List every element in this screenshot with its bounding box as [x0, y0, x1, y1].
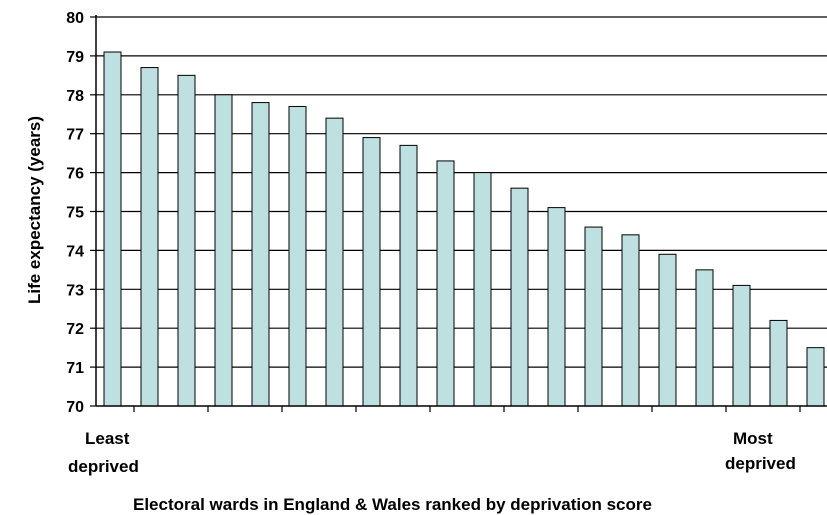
bar — [584, 226, 603, 407]
axes-group — [90, 15, 827, 412]
bar — [695, 269, 714, 407]
x-end-label-least-line2: deprived — [68, 457, 139, 476]
bar — [140, 67, 159, 407]
bar — [325, 117, 344, 407]
y-tick-labels: 70 71 72 73 74 75 76 77 78 79 80 — [66, 10, 84, 416]
bar — [658, 253, 677, 407]
y-tick-label: 80 — [66, 10, 84, 27]
bar — [732, 284, 751, 407]
bar — [547, 207, 566, 407]
x-end-label-least-line1: Least — [85, 429, 130, 448]
y-tick-label: 72 — [66, 321, 84, 338]
y-tick-label: 71 — [66, 360, 84, 377]
y-tick-label: 70 — [66, 399, 84, 416]
bar — [103, 51, 122, 407]
x-axis-title: Electoral wards in England & Wales ranke… — [133, 495, 652, 514]
y-tick-label: 77 — [66, 127, 84, 144]
y-tick-label: 73 — [66, 282, 84, 299]
bar — [177, 74, 196, 407]
bar — [288, 105, 307, 407]
gridlines — [96, 16, 827, 368]
y-tick-label: 74 — [66, 243, 84, 260]
y-axis-title: Life expectancy (years) — [25, 116, 44, 304]
x-end-label-most-line1: Most — [733, 429, 773, 448]
bar — [510, 187, 529, 407]
y-tick-label: 79 — [66, 49, 84, 66]
bar — [399, 144, 418, 407]
y-tick-label: 76 — [66, 166, 84, 183]
bar — [436, 160, 455, 407]
bar — [769, 319, 788, 407]
bar — [473, 172, 492, 407]
x-end-label-most-line2: deprived — [725, 454, 796, 473]
bar — [362, 137, 381, 407]
bar — [621, 234, 640, 407]
bar — [214, 94, 233, 407]
bar — [251, 102, 270, 407]
y-tick-label: 75 — [66, 205, 84, 222]
bars-group — [103, 51, 825, 407]
y-tick-label: 78 — [66, 88, 84, 105]
bar — [806, 347, 825, 407]
